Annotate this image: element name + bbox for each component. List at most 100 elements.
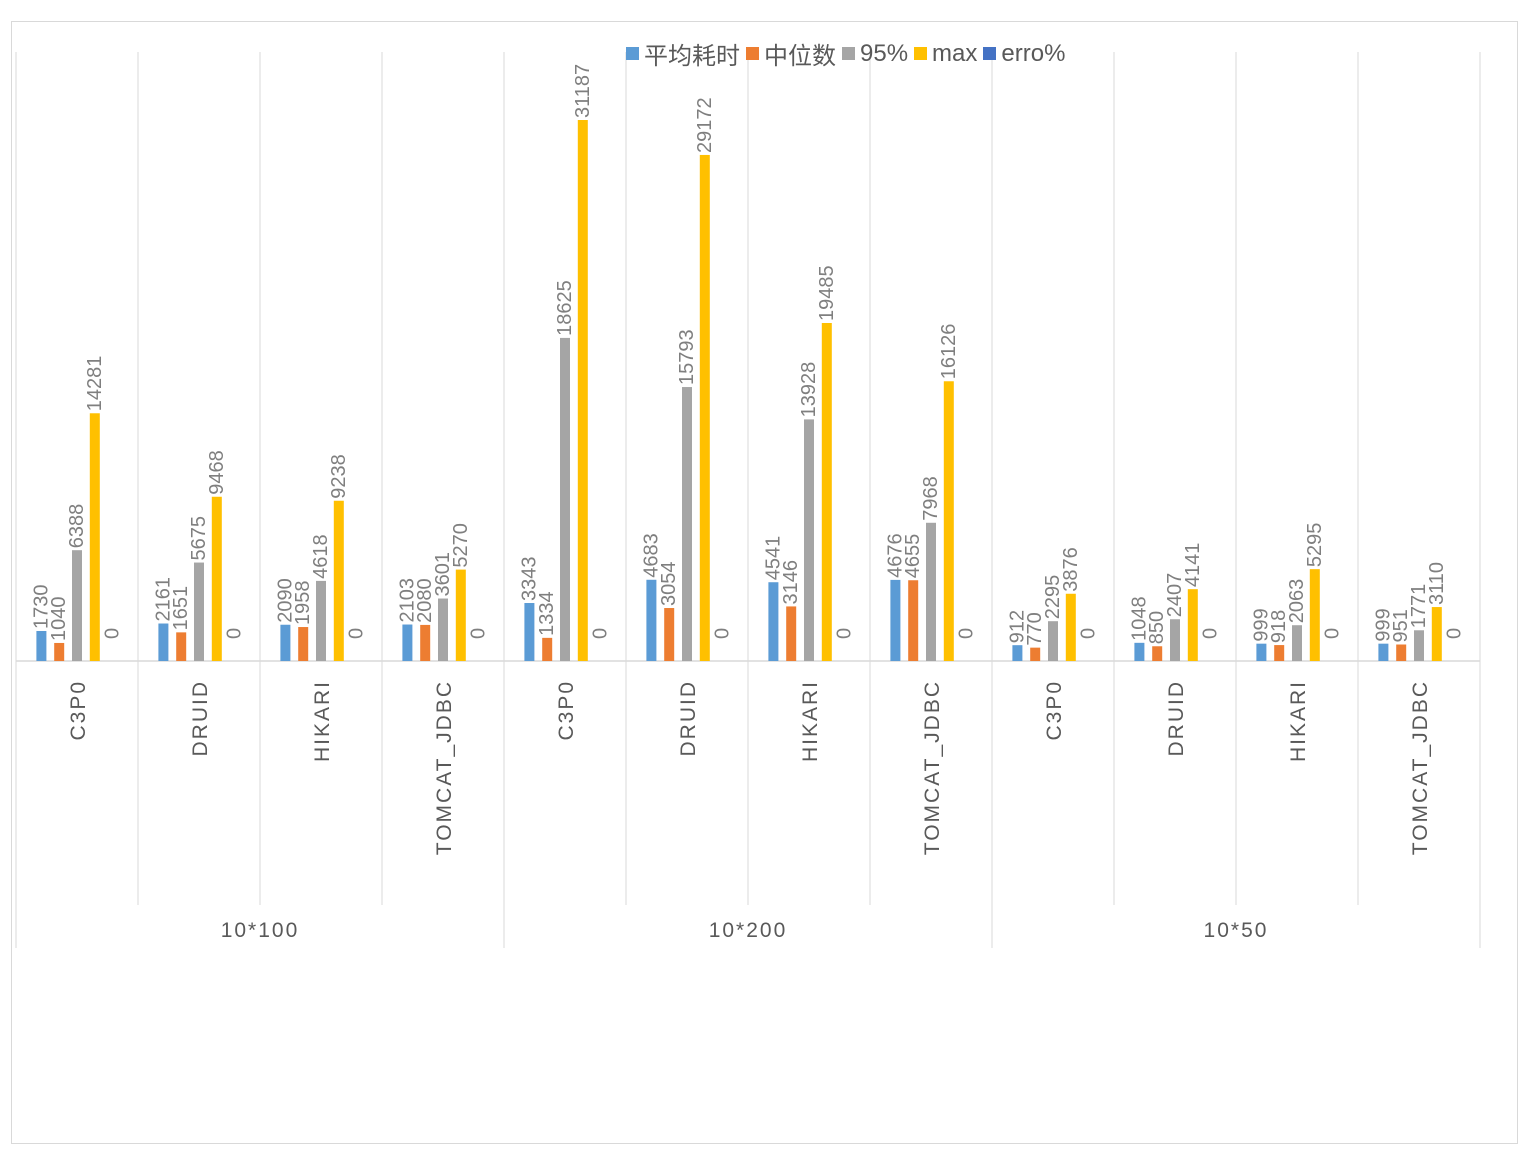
bar-95%: [438, 598, 448, 661]
category-label: HIKARI: [1287, 680, 1310, 762]
bar-95%: [682, 387, 692, 661]
data-label: 912: [1006, 610, 1028, 643]
data-label: 3601: [432, 552, 454, 597]
data-label: 2103: [396, 578, 418, 623]
group-label: 10*50: [1204, 919, 1269, 942]
data-label: 2080: [414, 578, 436, 623]
bar-平均耗时: [1134, 642, 1145, 661]
bar-中位数: [542, 637, 553, 661]
data-label: 15793: [676, 329, 698, 385]
bar-max: [455, 569, 466, 661]
bar-平均耗时: [402, 624, 413, 661]
legend-item: 95%: [842, 40, 908, 68]
data-label: 850: [1146, 611, 1168, 644]
data-label: 13928: [798, 362, 820, 418]
bar-max: [1187, 589, 1198, 661]
bar-95%: [72, 550, 82, 661]
data-label: 16126: [938, 324, 960, 380]
bar-平均耗时: [280, 624, 291, 661]
data-label: 4618: [310, 534, 332, 579]
data-label: 1048: [1128, 596, 1150, 641]
data-label: 0: [956, 628, 978, 639]
data-label: 2063: [1286, 579, 1308, 624]
data-label: 999: [1372, 608, 1394, 641]
bar-95%: [1414, 630, 1424, 661]
bar-中位数: [1152, 646, 1163, 661]
data-label: 7968: [920, 476, 942, 521]
bar-平均耗时: [646, 579, 657, 661]
data-label: 9468: [206, 450, 228, 494]
category-label: TOMCAT_JDBC: [921, 680, 944, 855]
data-label: 18625: [554, 280, 576, 336]
bar-max: [1431, 607, 1442, 661]
data-label: 1040: [48, 596, 70, 641]
legend-swatch: [983, 47, 997, 60]
bar-中位数: [420, 624, 431, 661]
data-label: 14281: [84, 356, 106, 412]
data-label: 2295: [1042, 575, 1064, 620]
bar-中位数: [1274, 645, 1285, 661]
legend-item: erro%: [983, 40, 1065, 68]
data-label: 29172: [694, 97, 716, 153]
category-label: C3P0: [1043, 680, 1066, 741]
legend-label: max: [932, 39, 978, 67]
bar-平均耗时: [890, 579, 901, 661]
bar-95%: [1170, 619, 1180, 661]
data-label: 3343: [518, 557, 540, 602]
bar-中位数: [54, 642, 65, 661]
data-label: 6388: [66, 504, 88, 549]
data-label: 1651: [170, 586, 192, 631]
bar-max: [577, 120, 588, 661]
data-label: 4541: [762, 536, 784, 581]
bar-max: [333, 500, 344, 661]
bar-max: [211, 496, 222, 661]
category-label: HIKARI: [799, 680, 822, 762]
category-label: C3P0: [555, 680, 578, 741]
category-label: TOMCAT_JDBC: [1409, 680, 1432, 855]
data-label: 3146: [780, 560, 802, 605]
data-label: 1771: [1408, 584, 1430, 629]
bar-平均耗时: [524, 603, 535, 661]
bar-95%: [316, 580, 326, 661]
bar-中位数: [298, 627, 309, 661]
data-label: 4141: [1182, 543, 1204, 588]
legend-item: 平均耗时: [626, 36, 740, 71]
bar-中位数: [1396, 644, 1407, 661]
bar-max: [1309, 569, 1320, 661]
category-label: DRUID: [189, 680, 212, 757]
group-label: 10*100: [221, 919, 300, 942]
legend-swatch: [842, 47, 855, 60]
data-label: 0: [712, 628, 734, 639]
data-label: 3876: [1060, 547, 1082, 592]
data-label: 4676: [884, 533, 906, 578]
bar-95%: [1048, 621, 1058, 661]
chart-frame: [11, 21, 1518, 1144]
data-label: 0: [590, 628, 612, 639]
data-label: 1334: [536, 591, 558, 636]
data-label: 0: [1444, 628, 1466, 639]
legend-label: 中位数: [764, 43, 836, 70]
category-label: HIKARI: [311, 680, 334, 762]
bar-平均耗时: [1256, 643, 1267, 661]
category-label: DRUID: [677, 680, 700, 757]
data-label: 1958: [292, 581, 314, 626]
legend-label: 平均耗时: [644, 43, 740, 70]
bar-max: [89, 413, 100, 661]
data-label: 0: [224, 628, 246, 639]
data-label: 770: [1024, 612, 1046, 645]
bar-95%: [804, 419, 814, 661]
bar-max: [943, 381, 954, 661]
bar-max: [1065, 593, 1076, 661]
bar-95%: [560, 337, 570, 661]
legend-label: erro%: [1001, 39, 1066, 67]
data-label: 9238: [328, 454, 350, 499]
bar-中位数: [664, 608, 675, 661]
bar-95%: [926, 522, 936, 661]
group-label: 10*200: [709, 919, 788, 942]
data-label: 918: [1268, 610, 1290, 643]
data-label: 0: [834, 628, 856, 639]
data-label: 951: [1390, 609, 1412, 642]
bar-中位数: [1030, 647, 1041, 661]
category-label: DRUID: [1165, 680, 1188, 757]
